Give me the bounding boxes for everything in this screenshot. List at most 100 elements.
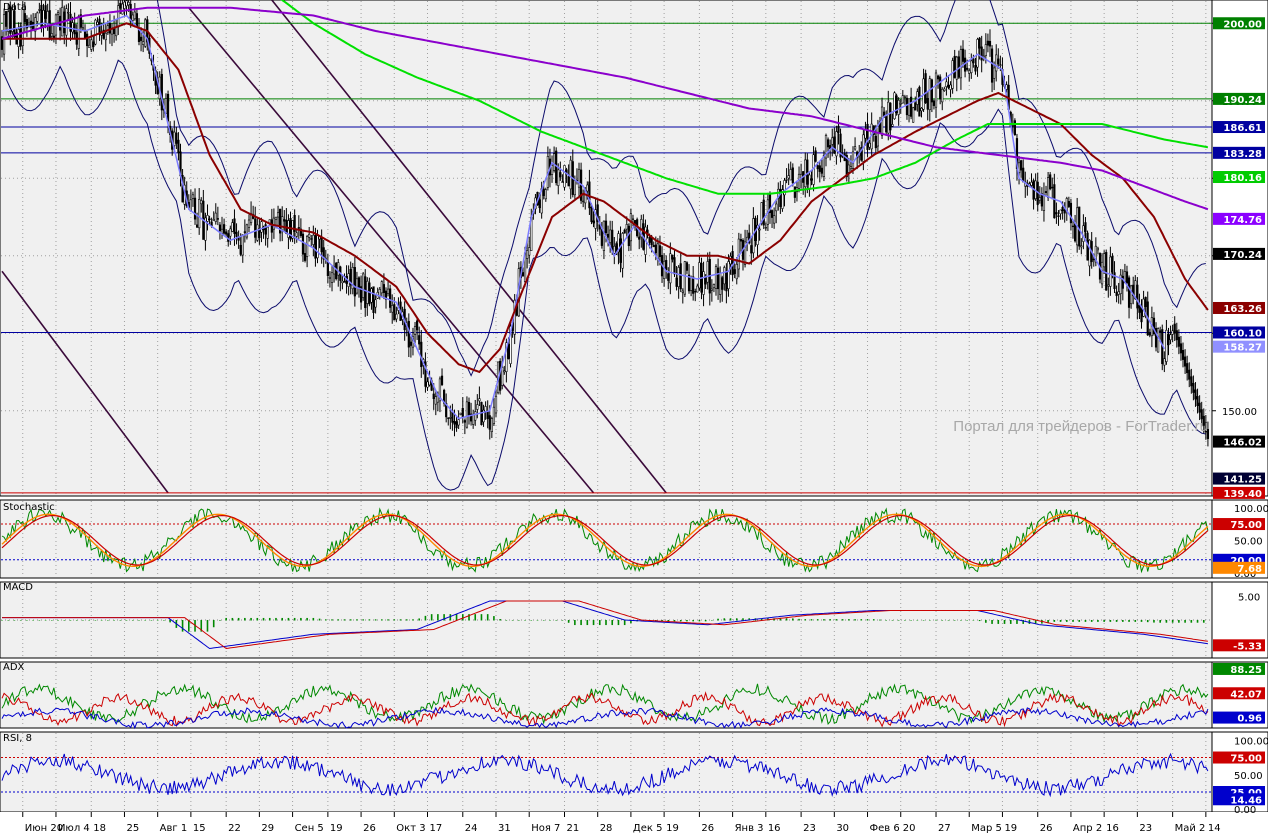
- bollinger-lower: [1, 59, 1206, 491]
- macd-histogram-bar: [661, 620, 663, 622]
- macd-histogram-bar: [1003, 620, 1006, 624]
- candle-body: [1078, 206, 1081, 247]
- candle-body: [943, 88, 946, 91]
- candle-body: [694, 290, 697, 293]
- candle-body: [1020, 160, 1023, 171]
- candle-body: [1152, 317, 1156, 335]
- candle-body: [438, 378, 442, 402]
- candle-body: [721, 277, 724, 290]
- macd-histogram-bar: [592, 620, 595, 626]
- macd-histogram-bar: [387, 619, 389, 621]
- candle-body: [1017, 162, 1021, 174]
- candle-body: [874, 135, 877, 149]
- candle-body: [1067, 201, 1070, 207]
- time-tick-label: 29: [261, 823, 274, 834]
- candle-body: [719, 272, 722, 295]
- candle-body: [19, 25, 22, 47]
- candle-body: [538, 199, 541, 209]
- candle-body: [667, 273, 670, 281]
- time-tick-label: Окт 3: [396, 823, 425, 834]
- adx-series-adx: [1, 706, 1209, 730]
- candle-body: [328, 276, 332, 279]
- macd-histogram-bar: [244, 617, 246, 621]
- time-tick-label: Ноя 7: [531, 823, 560, 834]
- macd-histogram-bar: [455, 614, 458, 621]
- value-label-box: [1213, 247, 1265, 260]
- macd-histogram-bar: [841, 619, 844, 621]
- macd-histogram-bar: [163, 620, 165, 621]
- value-label-box: [1213, 687, 1265, 700]
- candle-body: [1080, 245, 1083, 248]
- stoch-series-slow: [1, 514, 1209, 566]
- candle-body: [559, 172, 562, 178]
- macd-histogram-bar: [480, 614, 483, 621]
- candle-body: [81, 27, 85, 30]
- candle-body: [119, 2, 122, 9]
- value-label-186.61: 186.61: [1213, 121, 1265, 134]
- stoch-series-d: [1, 513, 1209, 568]
- value-label-box: [1213, 121, 1265, 134]
- macd-histogram-bar: [561, 620, 564, 621]
- candle-body: [351, 266, 354, 290]
- candle-body: [613, 245, 616, 254]
- value-labels: 200.00 190.24 186.61 183.28 160.10 139.40 180.…: [1213, 17, 1265, 806]
- macd-histogram-bar: [816, 619, 819, 621]
- macd-histogram-bar: [567, 620, 570, 623]
- candle-body: [816, 165, 819, 170]
- candle-body: [889, 102, 892, 131]
- candle-body: [860, 147, 863, 161]
- candle-body: [469, 413, 473, 422]
- candle-body: [976, 39, 979, 68]
- price-panel-title: Data: [3, 2, 27, 13]
- macd-histogram-bar: [1009, 620, 1012, 624]
- value-label-75.00: 75.00: [1213, 518, 1265, 531]
- candle-body: [206, 215, 209, 222]
- candle-body: [212, 219, 215, 221]
- candle-body: [1173, 323, 1176, 334]
- macd-histogram-bar: [250, 617, 252, 621]
- candle-body: [770, 210, 774, 218]
- macd-histogram-bar: [1115, 620, 1118, 622]
- macd-histogram-bar: [82, 620, 84, 621]
- candle-body: [600, 228, 603, 246]
- value-label-text: 186.61: [1223, 123, 1262, 134]
- candle-body: [204, 217, 207, 241]
- candle-body: [1109, 256, 1112, 287]
- time-tick-label: 21: [566, 823, 579, 834]
- candle-body: [1038, 197, 1041, 201]
- macd-histogram-bar: [916, 620, 919, 621]
- macd-histogram-bar: [19, 620, 22, 621]
- candle-body: [276, 212, 280, 218]
- macd-histogram-bar: [69, 620, 72, 621]
- candle-body: [716, 267, 720, 290]
- candle-body: [1121, 275, 1124, 289]
- candle-body: [563, 165, 566, 188]
- candle-body: [440, 375, 444, 385]
- candle-body: [501, 366, 504, 386]
- candle-body: [1142, 298, 1145, 317]
- candle-body: [582, 200, 585, 203]
- candle-body: [729, 256, 732, 265]
- candle-body: [44, 5, 47, 19]
- candle-body: [974, 65, 977, 72]
- candle-body: [509, 325, 512, 364]
- candle-body: [986, 40, 990, 46]
- candle-body: [573, 180, 576, 196]
- time-tick-label: Апр 2: [1073, 823, 1102, 834]
- candle-body: [851, 151, 855, 169]
- candle-body: [521, 272, 525, 277]
- macd-histogram-bar: [300, 617, 302, 621]
- macd-histogram-bar: [181, 620, 184, 632]
- macd-histogram-bar: [555, 620, 557, 621]
- candle-body: [208, 218, 211, 220]
- candle-body: [683, 261, 686, 295]
- candle-body: [611, 229, 614, 251]
- candle-body: [2, 14, 6, 55]
- candle-body: [895, 95, 898, 114]
- macd-ytick-label: 5.00: [1238, 592, 1260, 603]
- candle-body: [936, 75, 940, 80]
- candle-body: [789, 169, 792, 181]
- candle-body: [577, 168, 581, 188]
- candle-body: [727, 261, 730, 289]
